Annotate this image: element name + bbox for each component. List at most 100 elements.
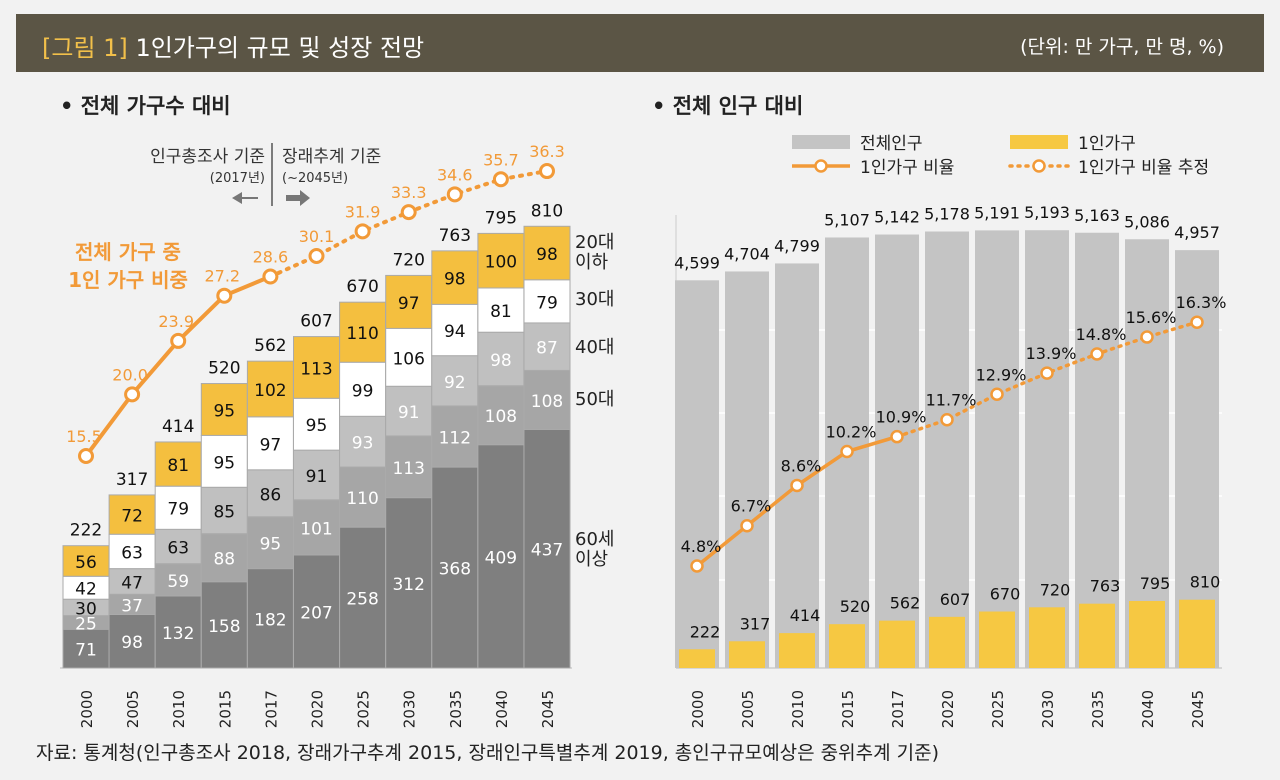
total-pop-label: 4,799 xyxy=(774,236,820,255)
bar-value-label: 132 xyxy=(162,624,194,644)
ratio-label: 16.3% xyxy=(1176,293,1227,312)
bar-value-label: 81 xyxy=(167,456,189,476)
bar-segment xyxy=(108,613,156,669)
ratio-point xyxy=(216,287,233,304)
ratio-point xyxy=(78,448,94,464)
annotation-left: 인구총조사 기준 xyxy=(150,147,265,167)
bar-segment xyxy=(246,469,294,518)
bar-segment xyxy=(200,383,248,436)
total-label: 414 xyxy=(162,417,194,437)
ratio-label: 6.7% xyxy=(731,497,772,516)
bar-value-label: 79 xyxy=(167,500,189,520)
legend-swatch-total xyxy=(792,135,850,149)
bar-value-label: 87 xyxy=(536,339,558,359)
bar-value-label: 81 xyxy=(490,302,512,322)
single-label: 810 xyxy=(1190,573,1221,592)
total-pop-label: 5,178 xyxy=(924,204,970,223)
x-tick-label: 2035 xyxy=(1089,690,1107,728)
total-label: 317 xyxy=(116,470,148,490)
total-pop-label: 4,599 xyxy=(674,253,720,272)
legend-label: 1인가구 xyxy=(1078,134,1136,154)
ratio-point xyxy=(1190,315,1204,329)
total-pop-label: 4,704 xyxy=(724,244,770,263)
x-tick-label: 2005 xyxy=(124,690,142,728)
total-pop-label: 5,107 xyxy=(824,210,870,229)
ratio-label: 20.0 xyxy=(112,365,148,384)
right-subtitle: • 전체 인구 대비 xyxy=(652,94,804,118)
series-label: 60세 xyxy=(575,529,614,550)
total-pop-bar xyxy=(875,234,919,668)
x-tick-label: 2025 xyxy=(989,690,1007,728)
ratio-point xyxy=(1040,366,1054,380)
ratio-label: 34.6 xyxy=(437,165,473,184)
ratio-point xyxy=(690,559,704,573)
source-note: 자료: 통계청(인구총조사 2018, 장래가구추계 2015, 장래인구특별추… xyxy=(36,742,940,764)
total-label: 670 xyxy=(346,277,378,297)
single-bar xyxy=(979,611,1015,668)
annotation-left-sub: (2017년) xyxy=(210,171,265,186)
ratio-point xyxy=(446,186,463,203)
total-pop-bar xyxy=(675,280,719,668)
ratio-point xyxy=(400,204,417,221)
ratio-point xyxy=(990,387,1004,402)
total-pop-label: 5,086 xyxy=(1124,212,1170,231)
bar-value-label: 182 xyxy=(254,610,286,630)
bar-value-label: 101 xyxy=(300,519,332,539)
header: [그림 1] 1인가구의 규모 및 성장 전망 (단위: 만 가구, 만 명, … xyxy=(16,14,1264,72)
x-tick-label: 2000 xyxy=(78,690,96,728)
ratio-point xyxy=(262,268,279,285)
bar-value-label: 100 xyxy=(485,253,517,273)
bar-value-label: 99 xyxy=(352,381,374,401)
arrow-left-icon xyxy=(232,192,258,204)
bar-value-label: 86 xyxy=(260,485,282,505)
ratio-point xyxy=(890,429,904,444)
total-pop-bar xyxy=(925,231,969,668)
total-label: 810 xyxy=(531,201,563,221)
bar-segment xyxy=(431,250,479,305)
x-tick-label: 2015 xyxy=(216,690,234,728)
bar-value-label: 95 xyxy=(260,535,282,555)
title-text: 1인가구의 규모 및 성장 전망 xyxy=(135,34,425,62)
total-pop-bar xyxy=(975,230,1019,669)
bar-segment xyxy=(523,279,571,324)
series-label: 이상 xyxy=(575,549,608,570)
x-tick-label: 2030 xyxy=(1039,690,1057,728)
bar-value-label: 110 xyxy=(346,324,378,344)
single-bar xyxy=(1179,599,1215,668)
total-label: 720 xyxy=(392,250,424,270)
total-label: 795 xyxy=(485,208,517,228)
ratio-point xyxy=(740,518,754,533)
x-tick-label: 2030 xyxy=(401,690,419,728)
bar-segment xyxy=(431,355,479,407)
series-label: 50대 xyxy=(575,389,614,410)
series-label: 40대 xyxy=(575,337,614,358)
bar-value-label: 95 xyxy=(213,453,235,473)
bar-segment xyxy=(154,485,202,530)
bar-value-label: 71 xyxy=(75,641,97,661)
ratio-point xyxy=(308,247,325,264)
single-label: 763 xyxy=(1090,577,1121,596)
bar-value-label: 437 xyxy=(531,541,563,561)
single-label: 607 xyxy=(940,590,971,609)
total-pop-bar xyxy=(725,271,769,668)
ratio-point xyxy=(940,412,954,427)
bar-value-label: 25 xyxy=(75,614,97,634)
ratio-label: 8.6% xyxy=(781,456,822,475)
bar-value-label: 95 xyxy=(306,416,328,436)
bar-value-label: 98 xyxy=(444,270,466,290)
total-label: 520 xyxy=(208,359,240,379)
legend-marker xyxy=(1032,159,1046,173)
bar-value-label: 106 xyxy=(392,349,424,369)
single-bar xyxy=(729,641,765,668)
total-pop-label: 5,163 xyxy=(1074,206,1120,225)
ratio-label: 27.2 xyxy=(204,267,240,286)
ratio-label: 35.7 xyxy=(483,150,519,169)
bar-segment xyxy=(246,568,294,669)
bar-segment xyxy=(246,516,294,570)
single-bar xyxy=(679,649,715,668)
total-pop-bar xyxy=(1125,239,1169,669)
bar-segment xyxy=(154,595,202,669)
bar-value-label: 158 xyxy=(208,617,240,637)
unit-label: (단위: 만 가구, 만 명, %) xyxy=(1020,36,1224,58)
